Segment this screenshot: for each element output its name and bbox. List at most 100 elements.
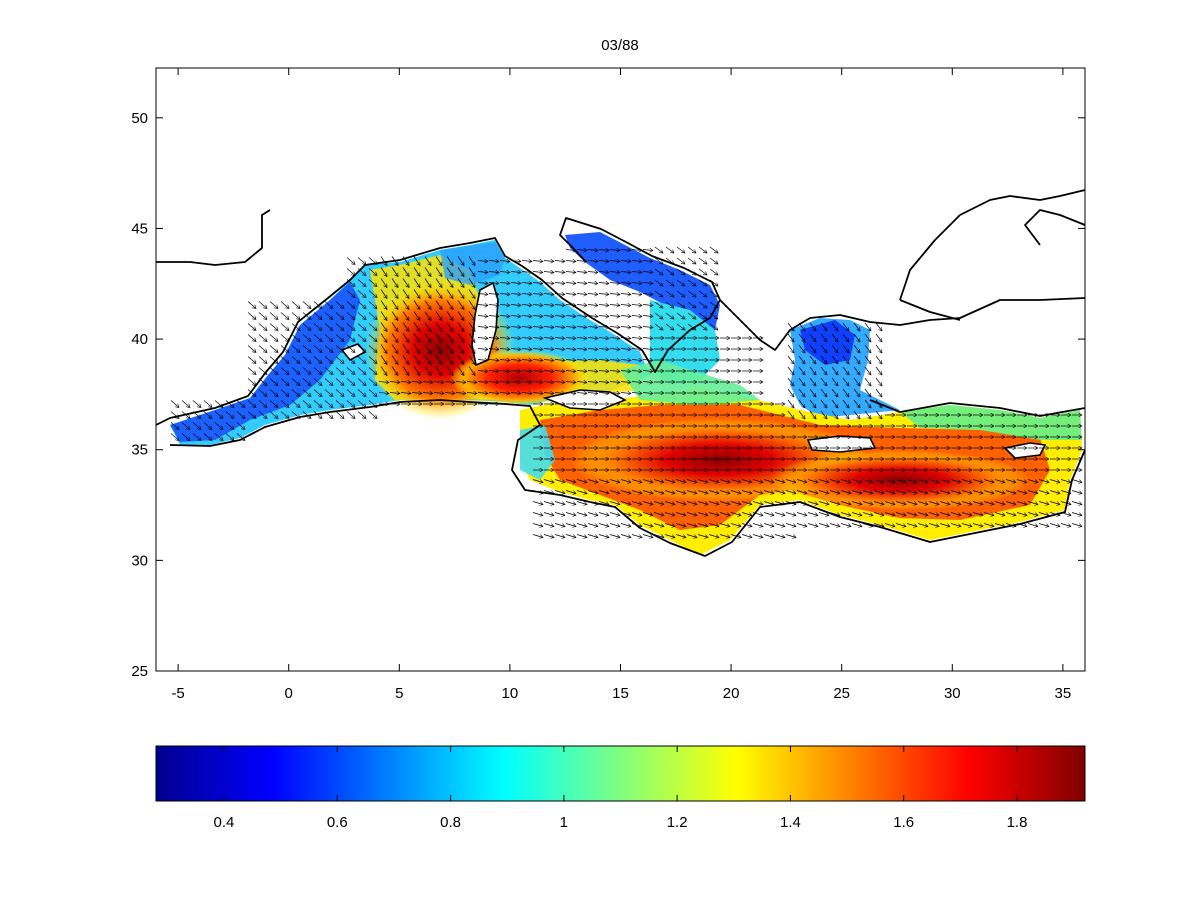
flow-arrow <box>543 261 554 262</box>
flow-arrow <box>532 393 543 394</box>
flow-arrow <box>798 399 805 408</box>
flow-arrow <box>809 344 816 353</box>
flow-arrow <box>313 323 322 331</box>
flow-arrow <box>477 349 488 350</box>
flow-arrow <box>642 283 653 284</box>
flow-arrow <box>269 400 278 408</box>
flow-arrow <box>631 512 642 516</box>
flow-arrow <box>609 501 620 505</box>
flow-arrow <box>435 355 442 365</box>
flow-arrow <box>853 377 860 386</box>
flow-arrow <box>446 256 453 266</box>
flow-arrow <box>435 333 442 343</box>
flow-arrow <box>565 283 576 284</box>
flow-arrow <box>598 534 609 538</box>
flow-arrow <box>972 490 983 494</box>
flow-arrow <box>521 360 532 361</box>
flow-arrow <box>532 371 543 372</box>
x-tick-label: -5 <box>171 685 184 702</box>
flow-arrow <box>787 333 794 342</box>
flow-arrow <box>809 322 816 331</box>
flow-arrow <box>291 312 300 320</box>
flow-arrow <box>335 312 344 320</box>
flow-arrow <box>565 338 576 339</box>
flow-arrow <box>468 311 475 321</box>
flow-arrow <box>380 311 387 321</box>
flow-arrow <box>1005 523 1016 527</box>
flow-arrow <box>587 534 598 538</box>
flow-arrow <box>488 338 499 339</box>
flow-arrow <box>335 411 344 419</box>
flow-arrow <box>1038 523 1049 527</box>
flow-arrow <box>785 512 796 516</box>
flow-arrow <box>906 512 917 516</box>
flow-arrow <box>1027 523 1038 527</box>
flow-arrow <box>774 512 785 516</box>
flow-arrow <box>961 490 972 494</box>
flow-arrow <box>676 257 685 264</box>
flow-arrow <box>851 523 862 527</box>
flow-arrow <box>598 261 609 262</box>
flow-arrow <box>665 279 674 286</box>
flow-arrow <box>587 294 598 295</box>
flow-arrow <box>435 278 442 288</box>
flow-arrow <box>324 400 333 408</box>
flow-arrow <box>468 333 475 343</box>
flow-arrow <box>862 512 873 516</box>
flow-arrow <box>598 349 609 350</box>
flow-arrow <box>203 400 212 408</box>
flow-arrow <box>620 512 631 516</box>
flow-arrow <box>532 261 543 262</box>
flow-arrow <box>291 411 300 419</box>
flow-arrow <box>258 301 267 309</box>
flow-arrow <box>532 512 543 516</box>
flow-arrow <box>853 322 860 331</box>
flow-arrow <box>335 345 344 353</box>
flow-arrow <box>499 349 510 350</box>
flow-arrow <box>576 534 587 538</box>
flow-arrow <box>609 338 620 339</box>
flow-arrow <box>302 345 311 353</box>
flow-arrow <box>413 267 420 277</box>
flow-arrow <box>280 334 289 342</box>
flow-arrow <box>994 512 1005 516</box>
flow-arrow <box>444 393 455 394</box>
flow-arrow <box>302 411 311 419</box>
flow-arrow <box>994 490 1005 494</box>
flow-arrow <box>521 272 532 273</box>
flow-arrow <box>1005 490 1016 494</box>
flow-arrow <box>422 393 433 394</box>
flow-arrow <box>906 490 917 494</box>
flow-arrow <box>543 283 554 284</box>
flow-arrow <box>457 267 464 277</box>
flow-arrow <box>809 388 816 397</box>
flow-arrow <box>466 393 477 394</box>
flow-arrow <box>842 388 849 397</box>
flow-arrow <box>587 316 598 317</box>
flow-arrow <box>687 246 696 253</box>
flow-arrow <box>468 267 475 277</box>
flow-arrow <box>798 344 805 353</box>
flow-arrow <box>554 479 565 483</box>
flow-arrow <box>543 327 554 328</box>
flow-arrow <box>983 512 994 516</box>
balkan-coast <box>719 297 1086 351</box>
x-axis: -5 0 5 10 15 20 25 30 35 <box>171 68 1071 702</box>
flow-arrow <box>357 257 366 265</box>
flow-arrow <box>521 349 532 350</box>
flow-arrow <box>554 512 565 516</box>
flow-arrow <box>698 268 707 275</box>
flow-arrow <box>1060 479 1071 483</box>
flow-arrow <box>457 278 464 288</box>
map-title: 03/88 <box>601 37 639 54</box>
flow-arrow <box>875 377 882 386</box>
flow-arrow <box>950 479 961 483</box>
flow-arrow <box>609 349 620 350</box>
flow-arrow <box>477 327 488 328</box>
flow-arrow <box>719 512 730 516</box>
flow-arrow <box>709 312 718 319</box>
black-sea-north <box>899 189 1086 301</box>
flow-arrow <box>247 400 256 408</box>
flow-arrow <box>446 355 453 365</box>
flow-arrow <box>709 246 718 253</box>
